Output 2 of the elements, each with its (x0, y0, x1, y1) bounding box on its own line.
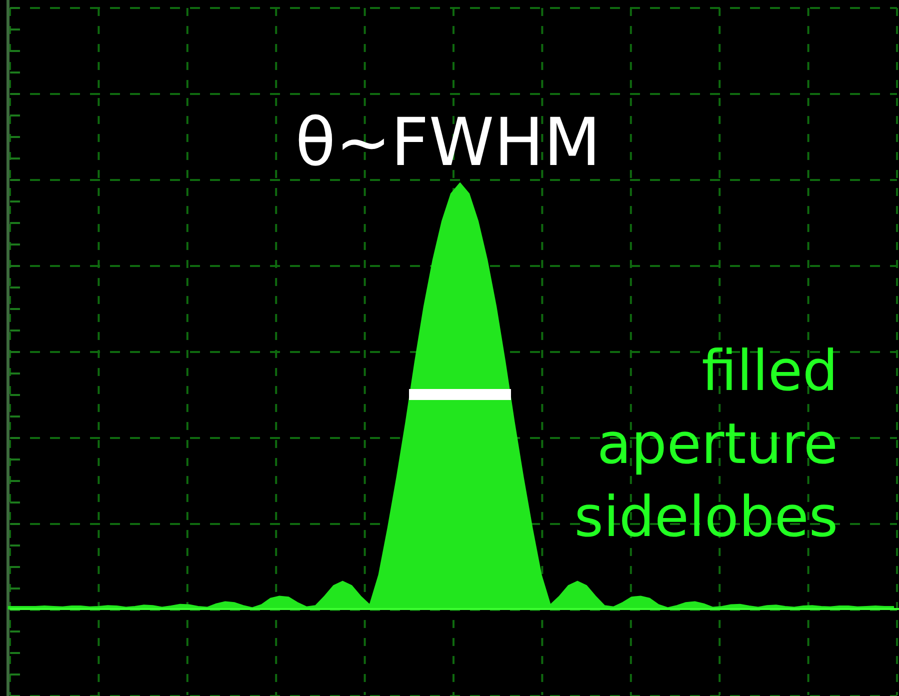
annotation: filled aperture sidelobes (574, 339, 838, 550)
text: θ~FWHM (295, 104, 601, 181)
